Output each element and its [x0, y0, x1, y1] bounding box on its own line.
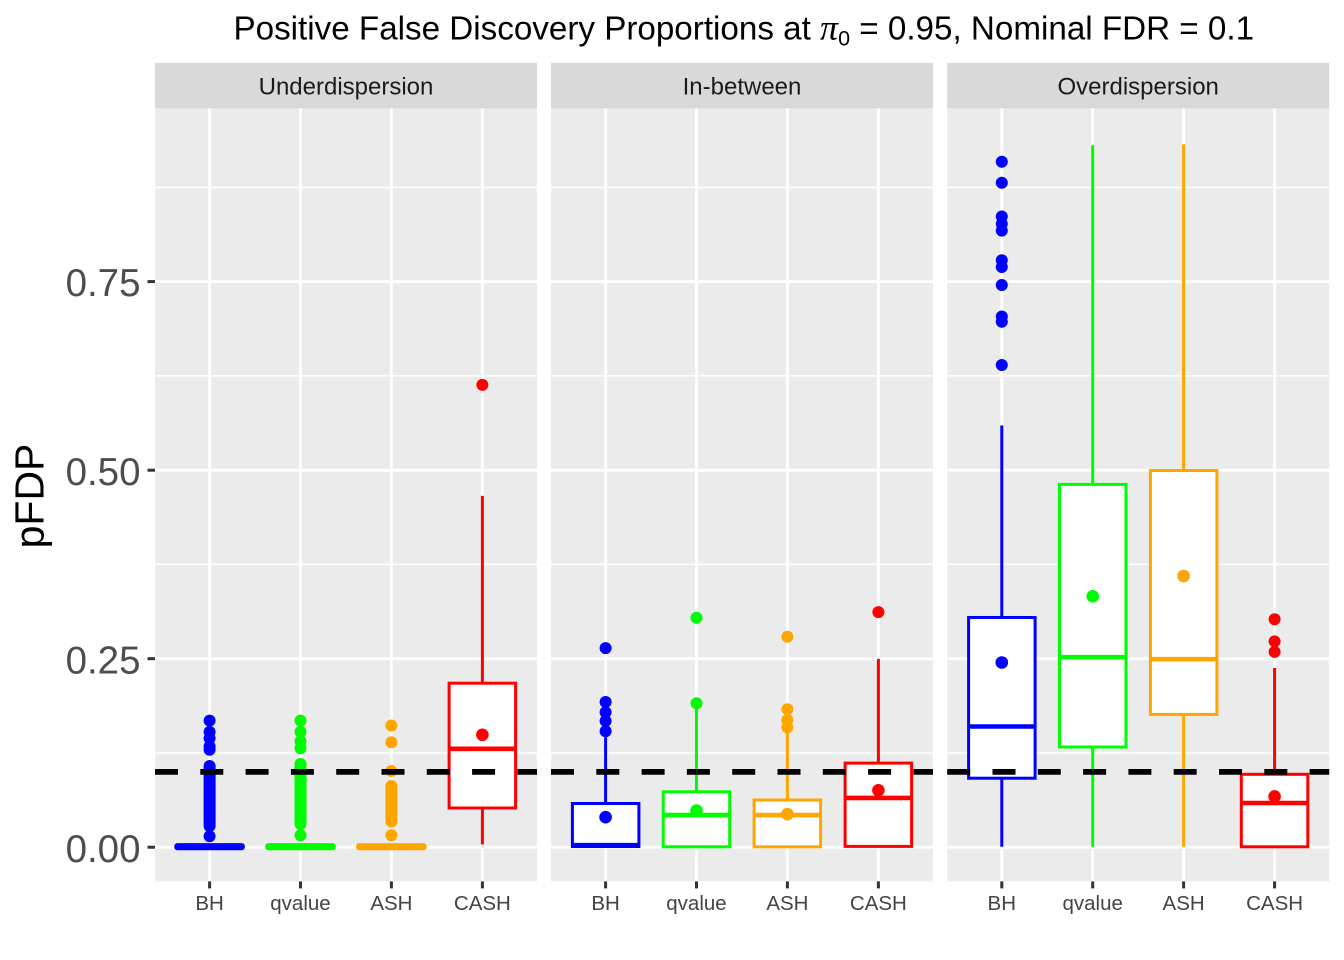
svg-text:pFDP: pFDP	[7, 444, 53, 549]
svg-text:0.75: 0.75	[66, 262, 141, 305]
svg-text:qvalue: qvalue	[270, 892, 330, 915]
svg-text:Positive False Discovery Propo: Positive False Discovery Proportions at …	[234, 8, 1255, 51]
svg-text:BH: BH	[591, 892, 619, 915]
svg-text:ASH: ASH	[1163, 892, 1205, 915]
svg-text:BH: BH	[988, 892, 1016, 915]
svg-text:CASH: CASH	[850, 892, 907, 915]
svg-text:qvalue: qvalue	[666, 892, 726, 915]
svg-text:In-between: In-between	[683, 74, 802, 101]
svg-text:CASH: CASH	[454, 892, 511, 915]
svg-text:qvalue: qvalue	[1062, 892, 1122, 915]
svg-text:0.25: 0.25	[66, 639, 141, 682]
svg-text:BH: BH	[195, 892, 223, 915]
svg-text:0.50: 0.50	[66, 451, 141, 494]
svg-text:Underdispersion: Underdispersion	[259, 74, 434, 101]
svg-text:0.00: 0.00	[66, 828, 141, 871]
svg-text:Overdispersion: Overdispersion	[1057, 74, 1218, 101]
svg-text:CASH: CASH	[1246, 892, 1303, 915]
svg-text:ASH: ASH	[766, 892, 808, 915]
svg-text:ASH: ASH	[370, 892, 412, 915]
